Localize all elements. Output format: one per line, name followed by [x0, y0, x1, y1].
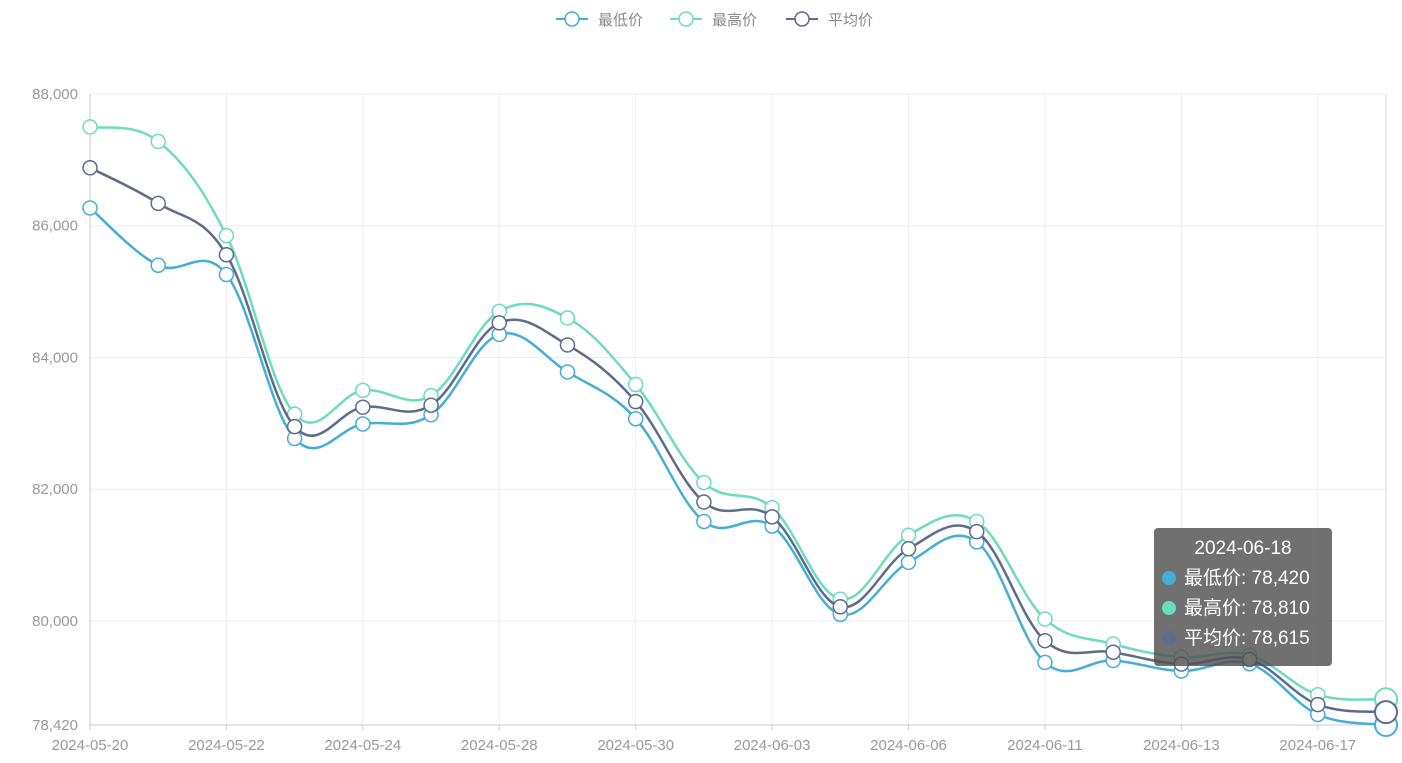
data-point-high[interactable]	[355, 382, 371, 399]
y-tick-label: 80,000	[32, 613, 78, 630]
data-point-low[interactable]	[150, 257, 166, 274]
tooltip-value-avg: 平均价: 78,615	[1184, 628, 1310, 649]
legend[interactable]: 最低价 最高价 平均价	[556, 11, 873, 29]
data-point-avg[interactable]	[423, 397, 439, 413]
y-tick-label: 86,000	[32, 218, 78, 235]
x-tick-label: 2024-06-13	[1143, 737, 1220, 754]
data-point-avg[interactable]	[968, 523, 985, 540]
tooltip-marker-low	[1162, 571, 1176, 585]
data-point-avg[interactable]	[286, 418, 303, 435]
data-point-avg[interactable]	[491, 315, 508, 331]
data-point-high[interactable]	[82, 119, 98, 135]
data-point-avg[interactable]	[627, 393, 644, 410]
data-point-high[interactable]	[559, 310, 576, 326]
data-point-high[interactable]	[627, 376, 644, 393]
legend-label: 最高价	[712, 12, 757, 29]
x-tick-label: 2024-05-22	[188, 737, 265, 754]
tooltip-value-high: 最高价: 78,810	[1184, 598, 1310, 619]
legend-marker	[678, 11, 694, 27]
data-point-high[interactable]	[900, 527, 917, 544]
legend-label: 最低价	[598, 12, 643, 29]
data-point-high[interactable]	[1037, 611, 1053, 627]
data-point-avg[interactable]	[900, 541, 917, 557]
data-point-avg[interactable]	[82, 160, 98, 176]
legend-marker	[564, 11, 580, 27]
data-point-low[interactable]	[627, 410, 644, 427]
tooltip-row-low: 最低价: 78,420	[1162, 564, 1324, 594]
legend-marker	[794, 11, 810, 27]
data-point-avg[interactable]	[559, 337, 576, 353]
data-point-high[interactable]	[150, 133, 166, 150]
data-point-avg[interactable]	[355, 399, 371, 415]
data-point-low[interactable]	[559, 364, 576, 380]
data-point-low[interactable]	[696, 513, 712, 530]
data-point-avg[interactable]	[1105, 644, 1121, 660]
tooltip-title: 2024-06-18	[1194, 538, 1292, 559]
data-point-high[interactable]	[696, 474, 712, 491]
legend-item-high[interactable]: 最高价	[670, 11, 757, 29]
x-tick-label: 2024-06-06	[870, 737, 947, 754]
y-tick-label: 88,000	[32, 86, 78, 103]
x-tick-label: 2024-05-28	[461, 737, 538, 754]
data-point-low[interactable]	[900, 554, 917, 571]
tooltip-row-high: 最高价: 78,810	[1162, 594, 1324, 624]
series-layer	[82, 119, 1398, 737]
tooltip: 2024-06-18 最低价: 78,420 最高价: 78,810 平均价: …	[1154, 528, 1332, 666]
x-tick-label: 2024-05-30	[597, 737, 674, 754]
data-point-high[interactable]	[218, 227, 235, 244]
data-point-avg[interactable]	[832, 599, 849, 615]
data-point-low[interactable]	[1037, 654, 1053, 671]
tooltip-row-avg: 平均价: 78,615	[1162, 624, 1324, 654]
legend-label: 平均价	[828, 12, 873, 29]
data-point-low[interactable]	[218, 266, 235, 283]
data-point-avg[interactable]	[150, 195, 166, 212]
data-point-avg[interactable]	[696, 494, 712, 510]
y-tick-label: 78,420	[32, 717, 78, 734]
axes: 78,420 80,000 82,000 84,000 86,000 88,000 2024…	[32, 86, 1386, 754]
data-point-avg[interactable]	[218, 246, 235, 263]
tooltip-marker-high	[1162, 601, 1176, 615]
y-tick-label: 82,000	[32, 481, 78, 498]
x-tick-label: 2024-06-11	[1007, 737, 1083, 754]
data-point-low[interactable]	[82, 200, 98, 216]
x-tick-label: 2024-06-17	[1279, 737, 1356, 754]
x-tick-label: 2024-05-24	[324, 737, 401, 754]
data-point-avg[interactable]	[1037, 632, 1053, 649]
data-point-avg[interactable]	[1310, 696, 1326, 713]
legend-item-avg[interactable]: 平均价	[786, 11, 873, 29]
legend-item-low[interactable]: 最低价	[556, 11, 643, 29]
y-tick-label: 84,000	[32, 349, 78, 366]
x-tick-label: 2024-05-20	[52, 737, 129, 754]
x-tick-label: 2024-06-03	[734, 737, 811, 754]
data-point-low[interactable]	[355, 416, 371, 432]
tooltip-value-low: 最低价: 78,420	[1184, 568, 1310, 589]
tooltip-marker-avg	[1162, 631, 1176, 645]
series-avg	[82, 160, 1398, 725]
data-point-avg[interactable]	[1374, 700, 1398, 725]
data-point-avg[interactable]	[764, 509, 780, 525]
